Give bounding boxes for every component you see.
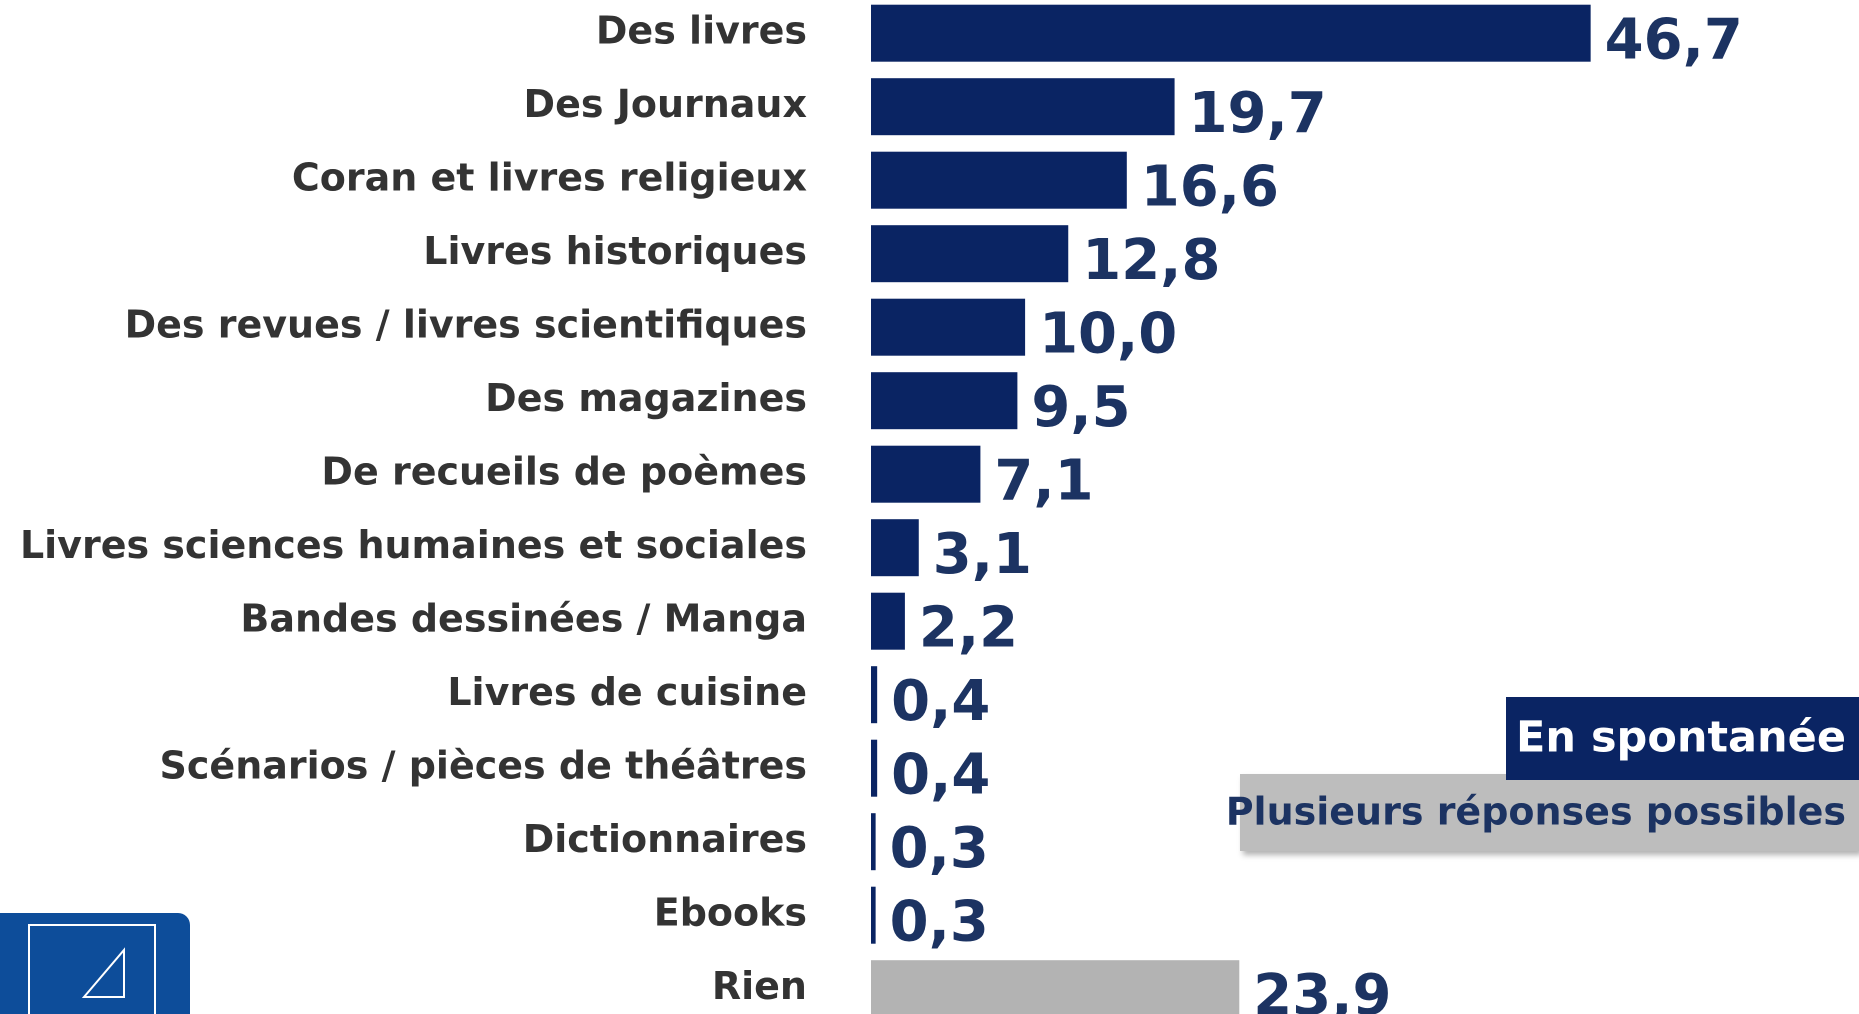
category-label: De recueils de poèmes [321, 450, 807, 494]
category-label: Scénarios / pièces de théâtres [160, 744, 807, 788]
bar [871, 886, 876, 944]
value-label: 16,6 [1141, 154, 1279, 219]
value-label: 46,7 [1605, 7, 1743, 72]
bar [871, 298, 1026, 356]
category-label: Des magazines [485, 376, 807, 420]
logo-triangle [81, 947, 125, 998]
bar [871, 739, 878, 797]
value-label: 0,3 [890, 816, 989, 881]
note-box [1506, 697, 1859, 780]
category-label: Des Journaux [524, 82, 807, 126]
category-label: Ebooks [654, 891, 807, 935]
bar [871, 813, 876, 871]
value-label: 23,9 [1253, 963, 1391, 1014]
category-label: Des revues / livres scientifiques [125, 303, 807, 347]
bar [871, 4, 1591, 62]
bar [871, 519, 919, 577]
value-label: 2,2 [919, 595, 1018, 660]
category-label: Livres de cuisine [447, 670, 807, 714]
bar [871, 372, 1018, 430]
logo [0, 913, 190, 1014]
bar [871, 151, 1127, 209]
annotation: En spontanée [1516, 713, 1846, 763]
note-box [1240, 774, 1859, 851]
bar [871, 960, 1240, 1014]
value-label: 0,4 [891, 669, 990, 734]
annotation: Plusieurs réponses possibles [1226, 790, 1846, 834]
bar [871, 666, 878, 724]
bar [871, 78, 1175, 136]
category-label: Livres sciences humaines et sociales [20, 523, 807, 567]
logo-frame [28, 924, 156, 1014]
value-label: 3,1 [933, 522, 1032, 587]
bar [871, 445, 981, 503]
value-label: 0,4 [891, 742, 990, 807]
category-label: Dictionnaires [523, 817, 807, 861]
value-label: 0,3 [890, 889, 989, 954]
category-label: Livres historiques [423, 229, 807, 273]
bar [871, 225, 1069, 283]
value-label: 10,0 [1039, 301, 1177, 366]
value-label: 12,8 [1082, 228, 1220, 293]
value-label: 9,5 [1031, 375, 1130, 440]
value-label: 7,1 [994, 448, 1093, 513]
category-label: Des livres [596, 9, 807, 53]
value-label: 19,7 [1189, 81, 1327, 146]
category-label: Rien [712, 964, 807, 1008]
category-label: Bandes dessinées / Manga [240, 597, 807, 641]
logo-box [0, 913, 190, 1014]
category-label: Coran et livres religieux [292, 156, 807, 200]
bar [871, 592, 905, 650]
